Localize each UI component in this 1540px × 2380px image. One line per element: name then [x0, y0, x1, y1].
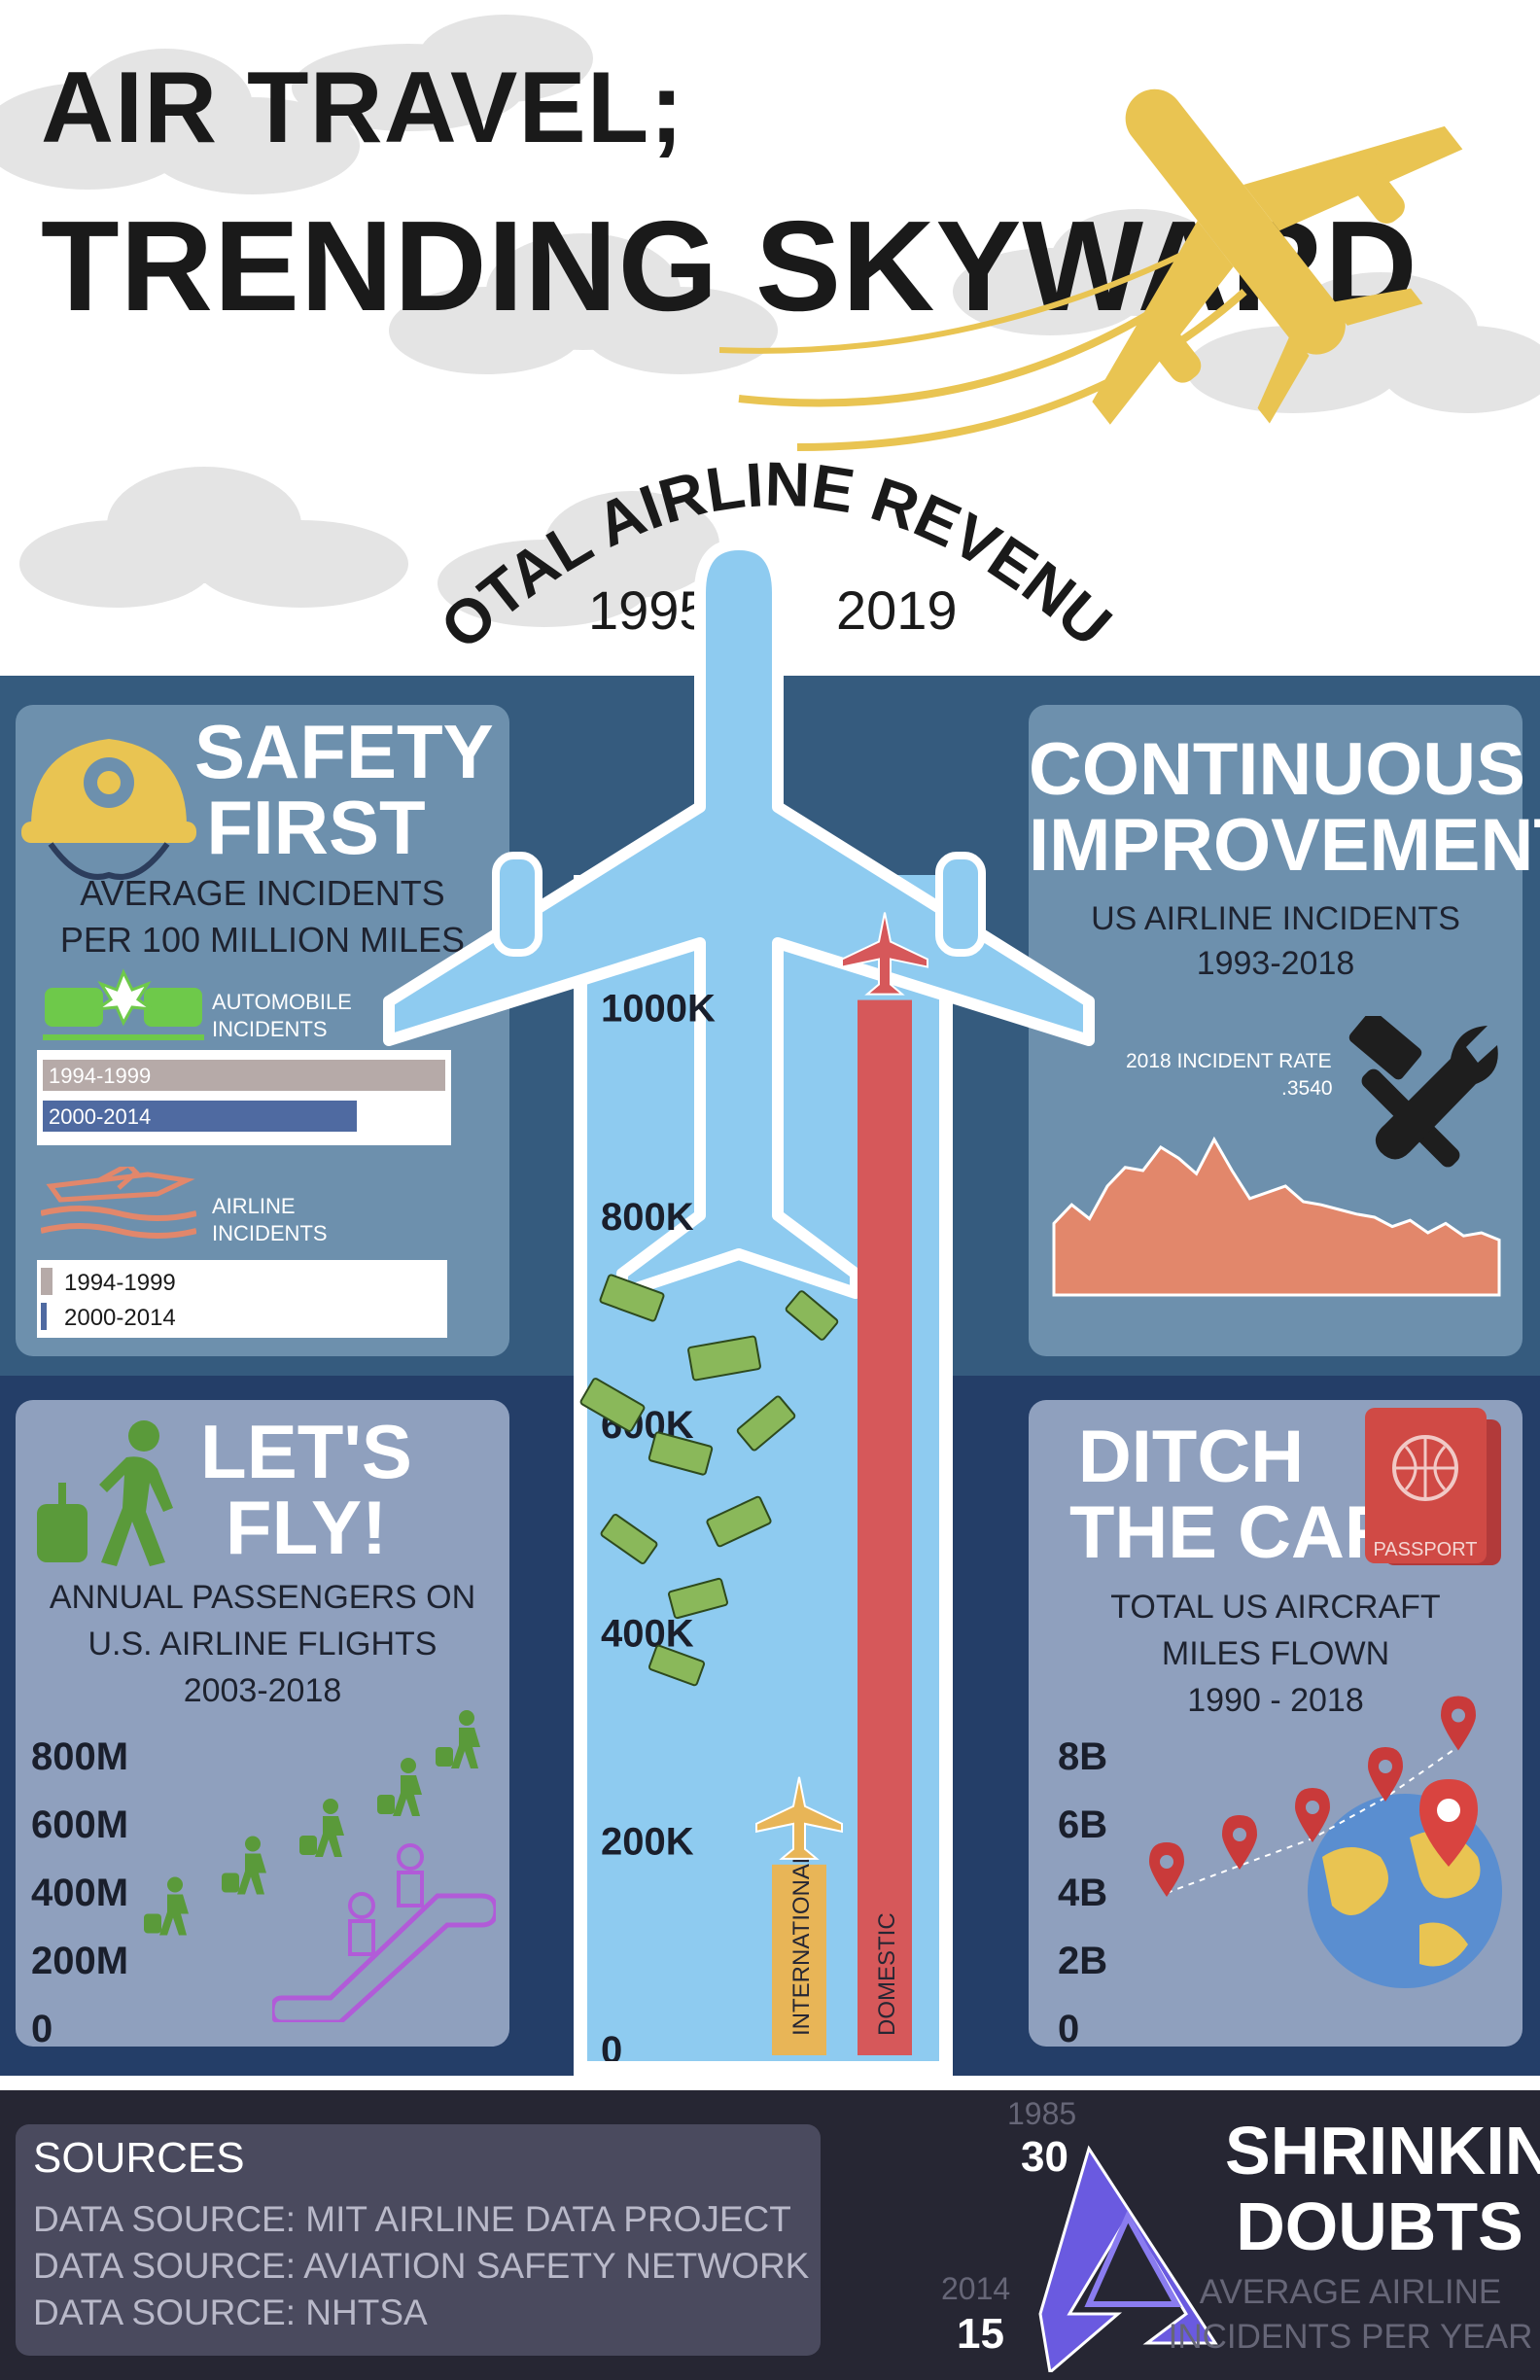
revenue-bar-plane-marker — [755, 1776, 843, 1860]
miles-ytick-label: 8B — [1058, 1735, 1107, 1778]
safety-title-2: FIRST — [206, 785, 426, 870]
ditch-car-subtitle-1: TOTAL US AIRCRAFT — [1110, 1589, 1441, 1626]
escalator-icon — [272, 1843, 496, 2022]
airplane-crash-icon — [41, 1167, 196, 1239]
passenger-ytick-label: 0 — [31, 2008, 52, 2050]
airline-label-1: AIRLINE — [212, 1194, 296, 1218]
airline-bar-label-2: 2000-2014 — [64, 1305, 176, 1331]
globe-icon — [1308, 1779, 1502, 1988]
shrinking-value-b: 15 — [957, 2310, 1004, 2358]
revenue-ytick-label: 200K — [601, 1821, 694, 1864]
revenue-ytick-label: 0 — [601, 2029, 622, 2061]
tools-icon — [1348, 1016, 1498, 1168]
lets-fly-title-2: FLY! — [225, 1485, 388, 1570]
continuous-title-1: CONTINUOUS — [1029, 728, 1525, 811]
shrinking-year-b: 2014 — [941, 2271, 1011, 2306]
lets-fly-subtitle-2: U.S. AIRLINE FLIGHTS — [88, 1626, 438, 1662]
car-crash-icon — [43, 968, 204, 1040]
revenue-ytick-label: 800K — [601, 1196, 694, 1239]
miles-ytick-label: 6B — [1058, 1803, 1107, 1846]
year-end: 2019 — [836, 579, 958, 641]
automobile-bar-label-1: 1994-1999 — [49, 1064, 152, 1088]
continuous-subtitle-2: 1993-2018 — [1196, 945, 1355, 982]
sources-heading: SOURCES — [33, 2134, 245, 2182]
safety-subtitle-1: AVERAGE INCIDENTS — [80, 873, 445, 913]
airplane-icon — [719, 88, 1463, 451]
passenger-ytick-label: 400M — [31, 1872, 128, 1914]
miles-ytick-label: 0 — [1058, 2008, 1079, 2050]
ditch-car-title-1: DITCH — [1077, 1416, 1305, 1498]
automobile-bar-2000-2014 — [43, 1101, 357, 1132]
automobile-label-1: AUTOMOBILE — [212, 990, 352, 1014]
lets-fly-subtitle-3: 2003-2018 — [183, 1672, 342, 1709]
passenger-point — [222, 1836, 266, 1895]
passport-icon: PASSPORT — [1365, 1408, 1501, 1565]
incident-rate-label: 2018 INCIDENT RATE — [1126, 1050, 1332, 1072]
passenger-point — [144, 1876, 189, 1936]
revenue-ytick-label: 400K — [601, 1612, 694, 1655]
airline-label-2: INCIDENTS — [212, 1221, 328, 1245]
ditch-car-subtitle-3: 1990 - 2018 — [1187, 1682, 1364, 1719]
lets-fly-title-1: LET'S — [200, 1409, 412, 1494]
money-icon — [579, 1274, 839, 1687]
lets-fly-subtitle-1: ANNUAL PASSENGERS ON — [49, 1579, 476, 1616]
clouds-decoration — [0, 15, 1540, 627]
miles-pin-marker — [1368, 1747, 1403, 1802]
airline-bar-box: 1994-1999 2000-2014 — [37, 1260, 447, 1338]
year-start: 1995 — [588, 579, 710, 641]
passenger-ytick-label: 600M — [31, 1803, 128, 1846]
miles-pin-marker — [1149, 1842, 1184, 1897]
safety-subtitle-2: PER 100 MILLION MILES — [59, 920, 466, 960]
airline-bar-1994-1999 — [41, 1268, 53, 1295]
passenger-point — [377, 1758, 422, 1816]
shrinking-value-a: 30 — [1021, 2133, 1068, 2181]
passport-text: PASSPORT — [1373, 1539, 1477, 1560]
airline-bar-label-1: 1994-1999 — [64, 1270, 176, 1296]
incident-area — [1052, 1136, 1501, 1297]
miles-pin-marker — [1295, 1788, 1330, 1842]
incident-rate-value: .3540 — [1281, 1077, 1333, 1100]
passenger-point — [436, 1710, 480, 1768]
shrinking-title-1: SHRINKING — [1225, 2113, 1540, 2188]
automobile-bar-1994-1999 — [43, 1060, 445, 1091]
shrinking-subtitle-2: INCIDENTS PER YEAR — [1168, 2318, 1533, 2356]
passenger-ytick-label: 200M — [31, 1940, 128, 1982]
revenue-bar-domestic — [858, 999, 912, 2055]
passenger-point — [299, 1799, 344, 1857]
revenue-bar-plane-marker — [841, 912, 928, 996]
miles-chart: 0 2B 4B 6B 8B — [1058, 1696, 1476, 2050]
source-line-3: DATA SOURCE: NHTSA — [33, 2292, 428, 2332]
miles-pin-marker — [1222, 1815, 1257, 1870]
ditch-car-subtitle-2: MILES FLOWN — [1161, 1635, 1390, 1672]
automobile-label-2: INCIDENTS — [212, 1017, 328, 1041]
revenue-bar-label: INTERNATIONAL — [788, 1851, 815, 2036]
continuous-title-2: IMPROVEMENTS — [1029, 804, 1540, 887]
automobile-bar-label-2: 2000-2014 — [49, 1104, 152, 1129]
revenue-bar-label: DOMESTIC — [874, 1912, 900, 2036]
airline-bar-2000-2014 — [41, 1303, 47, 1330]
down-arrow-icon — [1038, 2145, 1218, 2372]
miles-pin-marker — [1441, 1696, 1476, 1751]
incident-area-chart — [1052, 1136, 1501, 1297]
shrinking-year-a: 1985 — [1007, 2096, 1077, 2131]
hard-hat-icon — [21, 739, 196, 880]
ditch-car-title-2: THE CAR — [1069, 1491, 1398, 1574]
source-line-2: DATA SOURCE: AVIATION SAFETY NETWORK — [33, 2246, 810, 2286]
shrinking-title-2: DOUBTS — [1236, 2188, 1523, 2264]
automobile-bar-box: 1994-1999 2000-2014 — [37, 1050, 451, 1145]
traveler-icon — [37, 1420, 173, 1566]
shrinking-subtitle-1: AVERAGE AIRLINE — [1199, 2273, 1502, 2311]
miles-ytick-label: 4B — [1058, 1872, 1107, 1914]
passenger-chart: 0 200M 400M 600M 800M — [31, 1710, 480, 2050]
source-line-1: DATA SOURCE: MIT AIRLINE DATA PROJECT — [33, 2199, 791, 2239]
lets-fly-panel — [16, 1400, 509, 2047]
sources-panel — [16, 2124, 821, 2356]
continuous-subtitle-1: US AIRLINE INCIDENTS — [1091, 900, 1460, 937]
passenger-ytick-label: 800M — [31, 1735, 128, 1778]
revenue-ytick-label: 1000K — [601, 988, 716, 1031]
miles-ytick-label: 2B — [1058, 1940, 1107, 1982]
revenue-bar-international — [772, 1864, 826, 2055]
title-line-1: AIR TRAVEL; — [41, 52, 684, 164]
